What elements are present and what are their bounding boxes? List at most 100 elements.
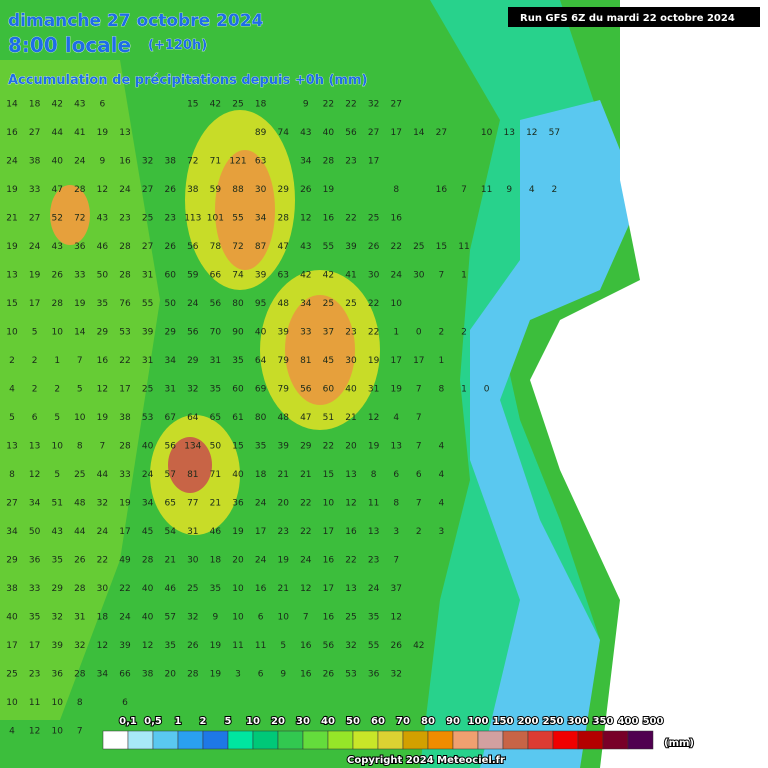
grid-value: 4 bbox=[529, 185, 535, 195]
grid-value: 25 bbox=[6, 670, 17, 680]
grid-value: 13 bbox=[119, 128, 130, 138]
grid-value: 18 bbox=[255, 470, 267, 480]
grid-value: 10 bbox=[6, 328, 18, 338]
grid-value: 12 bbox=[368, 413, 379, 423]
grid-value: 72 bbox=[74, 214, 85, 224]
grid-value: 19 bbox=[29, 271, 41, 281]
grid-value: 19 bbox=[119, 499, 131, 509]
grid-value: 89 bbox=[255, 128, 267, 138]
grid-value: 24 bbox=[119, 185, 131, 195]
grid-value: 19 bbox=[368, 356, 380, 366]
grid-value: 19 bbox=[277, 556, 289, 566]
grid-value: 7 bbox=[100, 442, 106, 452]
grid-value: 21 bbox=[277, 584, 288, 594]
grid-value: 35 bbox=[255, 442, 266, 452]
grid-value: 56 bbox=[210, 299, 222, 309]
grid-value: 34 bbox=[97, 670, 109, 680]
grid-value: 19 bbox=[368, 442, 380, 452]
grid-value: 65 bbox=[164, 499, 175, 509]
grid-value: 1 bbox=[461, 271, 467, 281]
grid-value: 39 bbox=[277, 442, 289, 452]
grid-value: 10 bbox=[74, 413, 86, 423]
legend-swatch bbox=[277, 730, 304, 750]
grid-value: 17 bbox=[323, 527, 334, 537]
grid-value: 47 bbox=[277, 242, 288, 252]
legend-swatch bbox=[402, 730, 429, 750]
grid-value: 2 bbox=[552, 185, 558, 195]
grid-value: 6 bbox=[258, 670, 264, 680]
grid-value: 0 bbox=[484, 385, 490, 395]
grid-value: 60 bbox=[323, 385, 335, 395]
grid-value: 35 bbox=[232, 356, 243, 366]
grid-value: 72 bbox=[187, 157, 198, 167]
grid-value: 36 bbox=[29, 556, 41, 566]
grid-value: 28 bbox=[187, 670, 199, 680]
time: 8:00 locale bbox=[8, 33, 131, 57]
grid-value: 24 bbox=[368, 584, 380, 594]
grid-value: 15 bbox=[436, 242, 447, 252]
grid-value: 21 bbox=[164, 556, 175, 566]
grid-value: 42 bbox=[51, 100, 62, 110]
grid-value: 6 bbox=[122, 698, 128, 708]
grid-value: 43 bbox=[51, 242, 62, 252]
grid-value: 21 bbox=[300, 470, 311, 480]
grid-value: 16 bbox=[390, 214, 402, 224]
legend-swatch bbox=[352, 730, 379, 750]
grid-value: 8 bbox=[439, 385, 445, 395]
grid-value: 22 bbox=[323, 100, 334, 110]
grid-value: 1 bbox=[393, 328, 399, 338]
grid-value: 7 bbox=[303, 613, 309, 623]
grid-value: 12 bbox=[29, 470, 40, 480]
grid-value: 71 bbox=[210, 157, 221, 167]
grid-value: 27 bbox=[29, 214, 40, 224]
grid-value: 23 bbox=[29, 670, 40, 680]
grid-value: 27 bbox=[368, 128, 379, 138]
legend-label: 90 bbox=[446, 716, 460, 727]
grid-value: 24 bbox=[255, 556, 267, 566]
grid-value: 10 bbox=[277, 613, 289, 623]
grid-value: 4 bbox=[9, 727, 15, 737]
grid-value: 23 bbox=[164, 214, 175, 224]
legend-unit: (mm) bbox=[664, 738, 694, 749]
grid-value: 11 bbox=[255, 641, 266, 651]
grid-value: 15 bbox=[6, 299, 17, 309]
grid-value: 4 bbox=[439, 499, 445, 509]
grid-value: 55 bbox=[232, 214, 243, 224]
grid-value: 38 bbox=[187, 185, 199, 195]
legend-label: 100 bbox=[468, 716, 489, 727]
grid-value: 4 bbox=[393, 413, 399, 423]
grid-value: 32 bbox=[74, 641, 85, 651]
grid-value: 42 bbox=[300, 271, 311, 281]
grid-value: 16 bbox=[300, 670, 312, 680]
grid-value: 60 bbox=[232, 385, 244, 395]
grid-value: 53 bbox=[119, 328, 130, 338]
grid-value: 19 bbox=[210, 670, 222, 680]
grid-value: 88 bbox=[232, 185, 244, 195]
grid-value: 7 bbox=[416, 442, 422, 452]
grid-value: 16 bbox=[323, 214, 335, 224]
grid-value: 11 bbox=[481, 185, 492, 195]
grid-value: 32 bbox=[97, 499, 108, 509]
grid-value: 31 bbox=[142, 271, 153, 281]
grid-value: 30 bbox=[368, 271, 380, 281]
grid-value: 17 bbox=[119, 527, 130, 537]
grid-value: 29 bbox=[300, 442, 312, 452]
grid-value: 65 bbox=[210, 413, 221, 423]
legend-label: 300 bbox=[568, 716, 589, 727]
grid-value: 22 bbox=[390, 242, 401, 252]
grid-value: 6 bbox=[100, 100, 106, 110]
grid-value: 7 bbox=[416, 385, 422, 395]
grid-value: 40 bbox=[232, 470, 244, 480]
grid-value: 13 bbox=[345, 584, 356, 594]
grid-value: 7 bbox=[439, 271, 445, 281]
grid-value: 101 bbox=[207, 214, 224, 224]
grid-value: 57 bbox=[164, 470, 175, 480]
lead-time: (+120h) bbox=[148, 38, 207, 53]
grid-value: 24 bbox=[255, 499, 267, 509]
legend-swatch bbox=[502, 730, 529, 750]
grid-value: 26 bbox=[300, 185, 312, 195]
legend-swatch bbox=[577, 730, 604, 750]
grid-value: 29 bbox=[277, 185, 289, 195]
grid-value: 26 bbox=[368, 242, 380, 252]
